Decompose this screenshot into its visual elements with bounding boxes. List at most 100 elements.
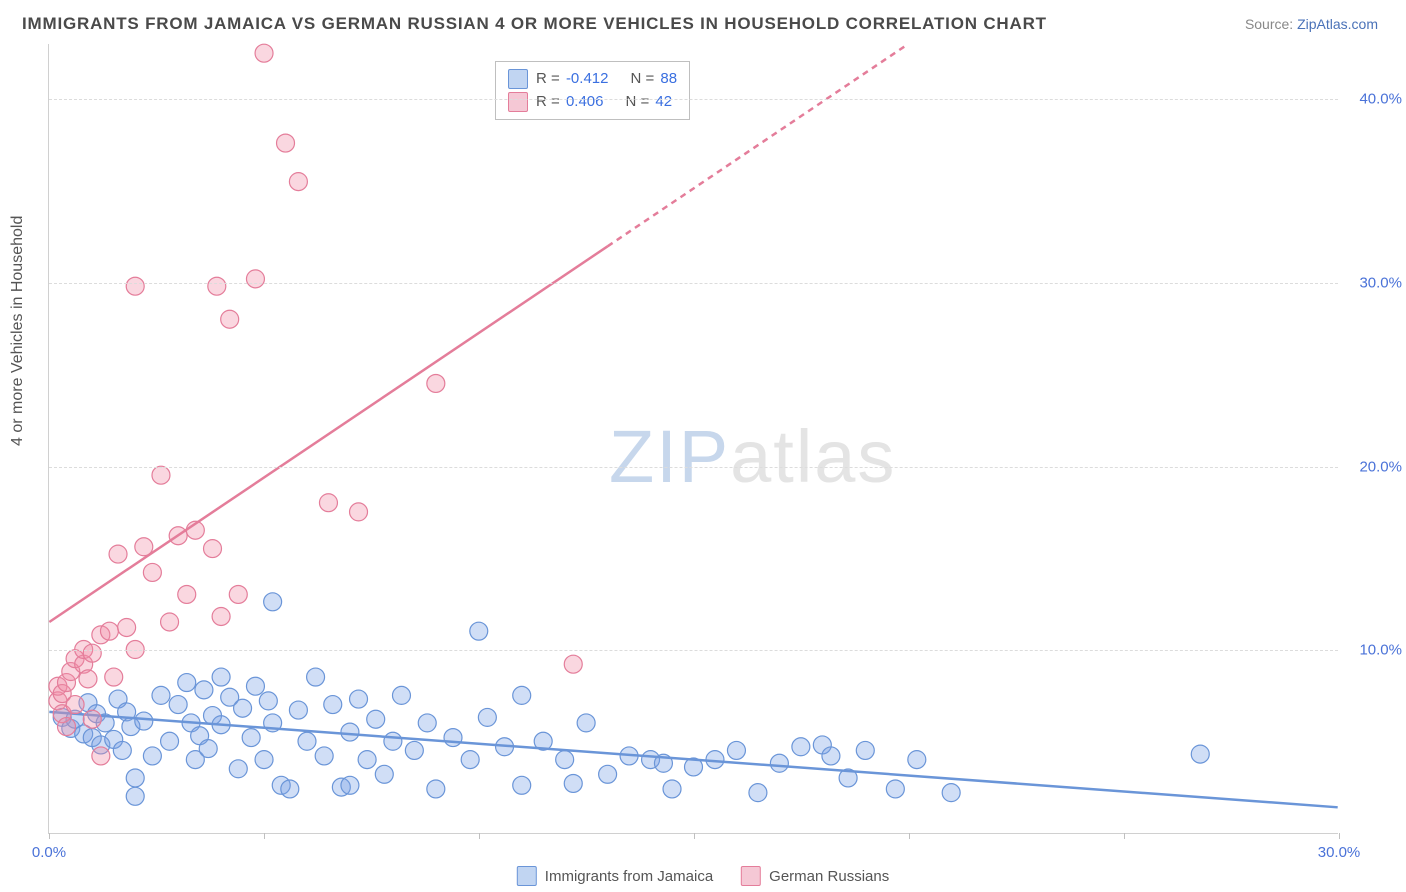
data-point <box>599 765 617 783</box>
data-point <box>564 774 582 792</box>
series-legend: Immigrants from Jamaica German Russians <box>517 866 889 886</box>
data-point <box>277 134 295 152</box>
legend-label: German Russians <box>769 868 889 885</box>
data-point <box>264 593 282 611</box>
data-point <box>513 776 531 794</box>
data-point <box>152 466 170 484</box>
data-point <box>942 784 960 802</box>
data-point <box>83 644 101 662</box>
gridline <box>49 283 1338 284</box>
data-point <box>556 751 574 769</box>
data-point <box>204 540 222 558</box>
data-point <box>221 310 239 328</box>
stats-legend-box: R = -0.412 N = 88R = 0.406N = 42 <box>495 61 690 120</box>
legend-swatch <box>508 69 528 89</box>
data-point <box>143 747 161 765</box>
data-point <box>281 780 299 798</box>
legend-swatch <box>517 866 537 886</box>
data-point <box>289 701 307 719</box>
data-point <box>126 277 144 295</box>
data-point <box>135 712 153 730</box>
source-label: Source: <box>1245 16 1297 32</box>
data-point <box>822 747 840 765</box>
data-point <box>289 173 307 191</box>
y-tick-label: 10.0% <box>1359 642 1402 659</box>
data-point <box>234 699 252 717</box>
data-point <box>58 718 76 736</box>
data-point <box>315 747 333 765</box>
gridline <box>49 99 1338 100</box>
data-point <box>195 681 213 699</box>
data-point <box>100 622 118 640</box>
data-point <box>161 732 179 750</box>
data-point <box>749 784 767 802</box>
data-point <box>208 277 226 295</box>
data-point <box>178 674 196 692</box>
data-point <box>92 747 110 765</box>
data-point <box>66 696 84 714</box>
data-point <box>298 732 316 750</box>
data-point <box>341 776 359 794</box>
data-point <box>513 686 531 704</box>
stat-r-label: R = 0.406 <box>536 91 603 114</box>
y-axis-title: 4 or more Vehicles in Household <box>9 216 27 446</box>
data-point <box>307 668 325 686</box>
x-tick-mark <box>694 833 695 839</box>
data-point <box>392 686 410 704</box>
data-point <box>1191 745 1209 763</box>
data-point <box>152 686 170 704</box>
legend-item: German Russians <box>741 866 889 886</box>
y-tick-label: 40.0% <box>1359 91 1402 108</box>
data-point <box>105 668 123 686</box>
x-tick-label: 30.0% <box>1318 844 1361 861</box>
x-tick-label: 0.0% <box>32 844 66 861</box>
data-point <box>350 690 368 708</box>
data-point <box>427 780 445 798</box>
stats-legend-row: R = 0.406N = 42 <box>508 91 677 114</box>
data-point <box>564 655 582 673</box>
data-point <box>461 751 479 769</box>
data-point <box>663 780 681 798</box>
data-point <box>178 585 196 603</box>
data-point <box>384 732 402 750</box>
data-point <box>792 738 810 756</box>
data-point <box>350 503 368 521</box>
legend-label: Immigrants from Jamaica <box>545 868 713 885</box>
stats-legend-row: R = -0.412 N = 88 <box>508 68 677 91</box>
x-tick-mark <box>909 833 910 839</box>
data-point <box>478 708 496 726</box>
source-site[interactable]: ZipAtlas.com <box>1297 16 1378 32</box>
trend-line <box>49 712 1337 807</box>
data-point <box>908 751 926 769</box>
data-point <box>126 787 144 805</box>
data-point <box>246 677 264 695</box>
data-point <box>109 545 127 563</box>
x-tick-mark <box>1339 833 1340 839</box>
data-point <box>770 754 788 772</box>
data-point <box>324 696 342 714</box>
data-point <box>259 692 277 710</box>
data-point <box>246 270 264 288</box>
data-point <box>375 765 393 783</box>
y-tick-label: 20.0% <box>1359 458 1402 475</box>
chart-title: IMMIGRANTS FROM JAMAICA VS GERMAN RUSSIA… <box>22 14 1047 34</box>
data-point <box>229 585 247 603</box>
data-point <box>242 729 260 747</box>
stat-r-label: R = -0.412 <box>536 68 608 91</box>
stat-r-value: 0.406 <box>566 93 604 110</box>
data-point <box>229 760 247 778</box>
data-point <box>341 723 359 741</box>
gridline <box>49 650 1338 651</box>
legend-swatch <box>741 866 761 886</box>
stat-n-label: N = 88 <box>630 68 677 91</box>
data-point <box>212 607 230 625</box>
stat-n-value: 42 <box>655 93 672 110</box>
data-point <box>199 740 217 758</box>
data-point <box>169 696 187 714</box>
data-point <box>886 780 904 798</box>
data-point <box>577 714 595 732</box>
data-point <box>212 668 230 686</box>
data-point <box>427 374 445 392</box>
data-point <box>470 622 488 640</box>
y-tick-label: 30.0% <box>1359 274 1402 291</box>
